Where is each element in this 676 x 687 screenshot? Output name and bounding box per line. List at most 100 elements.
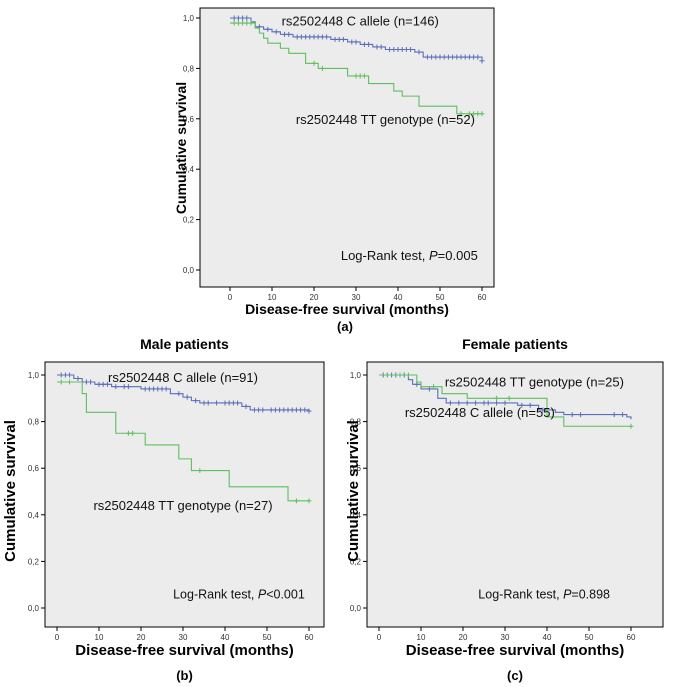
censor-mark (273, 29, 279, 35)
censor-mark (324, 34, 330, 40)
censor-mark (384, 372, 390, 378)
censor-mark (405, 372, 411, 378)
y-tick-label: 0,0 (28, 604, 40, 613)
censor-mark (502, 400, 508, 406)
y-tick-label: 0,8 (183, 64, 195, 73)
censor-mark (201, 400, 207, 406)
panel-caption: (c) (507, 668, 523, 683)
y-axis-label: Cumulative survival (345, 420, 362, 562)
y-tick-label: 1,0 (350, 371, 362, 380)
censor-mark (260, 407, 266, 413)
censor-mark (113, 384, 119, 390)
censor-mark (244, 15, 250, 21)
x-tick-label: 60 (627, 633, 636, 642)
censor-mark (294, 34, 300, 40)
censor-mark (353, 73, 359, 79)
annotation-prefix: Log-Rank test, (173, 588, 258, 602)
censor-mark (466, 54, 472, 60)
censor-mark (235, 400, 241, 406)
censor-mark (311, 60, 317, 66)
x-tick-label: 20 (310, 293, 319, 302)
censor-mark (96, 381, 102, 387)
annotation-p-symbol: P (258, 588, 267, 602)
x-tick-label: 10 (95, 633, 104, 642)
censor-mark (243, 403, 249, 409)
censor-mark (83, 379, 89, 385)
survival-curve (57, 381, 309, 502)
censor-mark (58, 379, 64, 385)
censor-mark (378, 44, 384, 50)
censor-mark (315, 34, 321, 40)
censor-mark (391, 47, 397, 52)
censor-mark (481, 400, 487, 406)
censor-mark (475, 111, 481, 117)
censor-mark (231, 15, 237, 21)
censor-mark (445, 54, 451, 60)
x-tick-label: 20 (459, 633, 468, 642)
y-tick-label: 0,0 (183, 266, 195, 275)
censor-mark (353, 39, 359, 45)
panel-title: Male patients (140, 336, 229, 352)
censor-mark (193, 398, 199, 404)
censor-mark (155, 386, 161, 392)
censor-mark (244, 20, 250, 26)
survival-curve (379, 374, 631, 427)
series-label: rs2502448 TT genotype (n=52) (296, 112, 475, 127)
censor-mark (447, 400, 453, 406)
censor-mark (307, 34, 313, 40)
censor-mark (578, 412, 584, 418)
x-tick-label: 0 (228, 293, 233, 302)
censor-mark (159, 386, 165, 392)
x-tick-label: 30 (501, 633, 510, 642)
y-tick-label: 0,6 (183, 115, 195, 124)
censor-mark (506, 395, 512, 401)
annotation-value: =0.898 (571, 588, 610, 602)
survival-curve (379, 374, 632, 420)
series-green (57, 379, 312, 504)
km-panel-c: Female patients 0,0 0,2 0,4 0,6 0,8 1,0 0 10 20 30… (345, 336, 664, 683)
censor-mark (519, 402, 525, 408)
censor-mark (366, 41, 372, 47)
log-rank-annotation: Log-Rank test, P=0.898 (478, 588, 610, 602)
x-axis-label: Disease-free survival (months) (406, 642, 624, 659)
plot-area (366, 361, 664, 628)
series-label: rs2502448 C allele (n=55) (405, 405, 555, 420)
censor-mark (454, 54, 460, 60)
censor-mark (67, 379, 73, 385)
censor-mark (475, 54, 481, 60)
censor-mark (302, 407, 308, 413)
censor-mark (230, 400, 236, 406)
censor-mark (466, 111, 472, 117)
censor-mark (611, 412, 617, 418)
censor-mark (268, 407, 274, 413)
censor-mark (231, 20, 237, 26)
censor-mark (408, 47, 414, 52)
annotation-p-symbol: P (429, 248, 438, 263)
censor-mark (349, 39, 355, 45)
censor-mark (121, 384, 127, 390)
censor-mark (176, 391, 182, 397)
y-tick-label: 1,0 (28, 371, 40, 380)
censor-mark (450, 54, 456, 60)
x-tick-label: 40 (394, 293, 403, 302)
annotation-prefix: Log-Rank test, (478, 588, 563, 602)
x-tick-label: 40 (221, 633, 230, 642)
censor-mark (471, 111, 477, 117)
censor-mark (361, 41, 367, 47)
x-tick-label: 60 (478, 293, 487, 302)
censor-mark (151, 386, 157, 392)
x-tick-label: 10 (268, 293, 277, 302)
x-tick-label: 50 (263, 633, 272, 642)
x-tick-label: 10 (417, 633, 426, 642)
censor-mark (494, 400, 500, 406)
censor-mark (319, 65, 325, 71)
censor-mark (395, 47, 401, 52)
censor-mark (293, 498, 299, 504)
y-tick-label: 0,8 (350, 418, 362, 427)
censor-mark (336, 36, 342, 42)
series-green (379, 372, 634, 429)
censor-mark (184, 394, 190, 400)
log-rank-annotation: Log-Rank test, P=0.005 (341, 248, 478, 263)
x-tick-label: 0 (55, 633, 60, 642)
